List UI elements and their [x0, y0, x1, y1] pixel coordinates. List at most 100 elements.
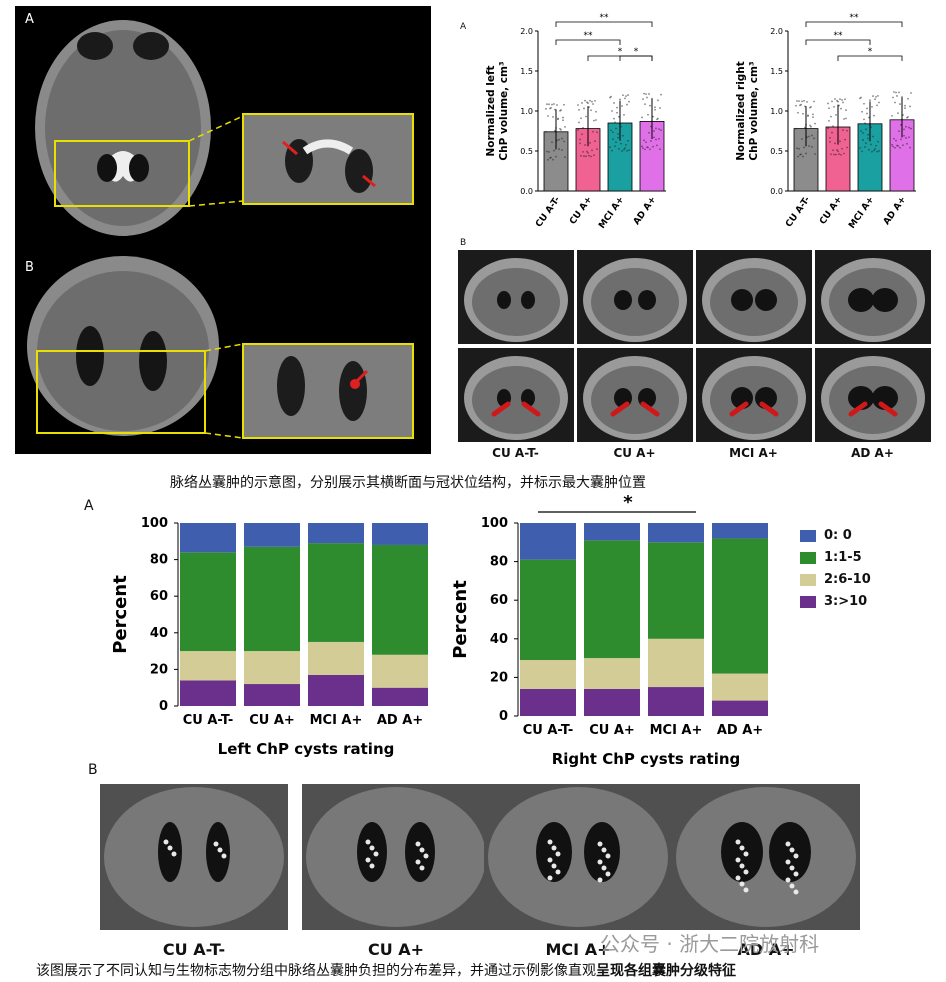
sig-bracket [619, 55, 653, 61]
data-point [618, 115, 620, 118]
data-point [843, 118, 845, 120]
stack-segment [584, 688, 640, 716]
sig-label: * [868, 47, 873, 57]
data-point [620, 125, 622, 128]
data-point [642, 147, 644, 150]
data-point [859, 147, 861, 149]
data-point [834, 98, 836, 100]
data-point [812, 113, 814, 116]
data-point [610, 129, 612, 132]
cyst-spot [597, 877, 603, 883]
data-point [904, 107, 906, 110]
category-label: CU A-T- [523, 723, 574, 738]
data-point [892, 145, 894, 148]
data-point [866, 112, 868, 115]
data-point [585, 115, 587, 118]
stack-segment [244, 546, 300, 652]
data-point [655, 127, 657, 130]
data-point [899, 146, 901, 149]
stack-segment [648, 523, 704, 543]
y-tick-label: 40 [490, 632, 508, 647]
chp-overlay [848, 401, 868, 417]
right-cyst-chart: 0 20 40 60 80 100 Percent CU A-T- CU A+ MCI A+ AD … [450, 492, 768, 768]
stack-segment [712, 673, 768, 701]
stack-segment [372, 654, 428, 688]
data-point [657, 99, 659, 102]
data-point [862, 132, 864, 134]
left-volume-chart: 0.0 0.5 1.0 1.5 2.0 Normalized leftChP volume… [485, 13, 666, 231]
ventricle [584, 822, 620, 882]
data-point [871, 105, 873, 108]
data-point [614, 121, 616, 124]
data-point [872, 135, 874, 138]
data-point [558, 148, 560, 151]
data-point [659, 148, 661, 151]
data-point [870, 126, 872, 129]
data-point [594, 140, 596, 143]
ventricle [158, 822, 182, 882]
data-point [897, 144, 899, 147]
data-point [563, 140, 565, 143]
data-point [618, 148, 620, 150]
data-point [828, 119, 830, 122]
examples-panel-b-label: B [88, 762, 98, 778]
cyst-spot [605, 871, 611, 877]
data-point [872, 95, 874, 97]
data-point [546, 150, 548, 153]
data-point [878, 101, 880, 104]
ventricle [638, 290, 656, 310]
data-point [899, 103, 901, 105]
data-point [895, 139, 897, 142]
cyst-spot [743, 887, 749, 893]
data-point [588, 106, 590, 109]
data-point [834, 142, 836, 145]
data-point [808, 145, 810, 147]
data-point [833, 153, 835, 156]
chart-title: Left ChP cysts rating [218, 740, 395, 758]
data-point [591, 149, 593, 152]
data-point [590, 109, 592, 112]
sig-label: ** [834, 31, 844, 41]
sig-bracket [555, 39, 621, 45]
ventricle [357, 822, 387, 882]
cyst-spot [547, 839, 553, 845]
y-tick-label: 1.5 [770, 67, 783, 76]
cyst-spot [789, 865, 795, 871]
legend-swatch [800, 573, 816, 586]
data-point [553, 103, 555, 105]
data-point [595, 119, 597, 121]
data-point [562, 116, 564, 119]
ventricle [614, 290, 632, 310]
cyst-spot [365, 839, 371, 845]
stack-segment [308, 523, 364, 544]
data-point [658, 128, 660, 131]
stack-segment [648, 687, 704, 716]
stack-segment [180, 523, 236, 553]
data-point [814, 122, 816, 125]
coronal-group-label: MCI A+ [729, 446, 778, 460]
data-point [868, 148, 870, 151]
data-point [910, 92, 912, 94]
category-label: AD A+ [717, 723, 763, 738]
data-point [832, 149, 834, 152]
data-point [615, 127, 617, 130]
data-point [797, 111, 799, 114]
stack-segment [648, 542, 704, 639]
data-point [647, 146, 649, 149]
sig-label: * [618, 47, 623, 57]
data-point [610, 95, 612, 98]
legend-label: 1:1-5 [824, 550, 862, 565]
data-point [827, 127, 829, 130]
data-point [798, 100, 800, 103]
data-point [829, 140, 831, 143]
brain-tissue [306, 787, 486, 927]
figure1-caption: 脉络丛囊肿的示意图，分别展示其横断面与冠状位结构，并标示最大囊肿位置 [170, 475, 646, 491]
data-point [580, 117, 582, 120]
category-label: AD A+ [377, 713, 423, 728]
data-point [584, 144, 586, 146]
sig-label: ** [600, 13, 610, 23]
brain-white-matter [710, 268, 798, 336]
data-point [593, 154, 595, 157]
legend-label: 3:>10 [824, 594, 868, 609]
data-point [653, 130, 655, 132]
